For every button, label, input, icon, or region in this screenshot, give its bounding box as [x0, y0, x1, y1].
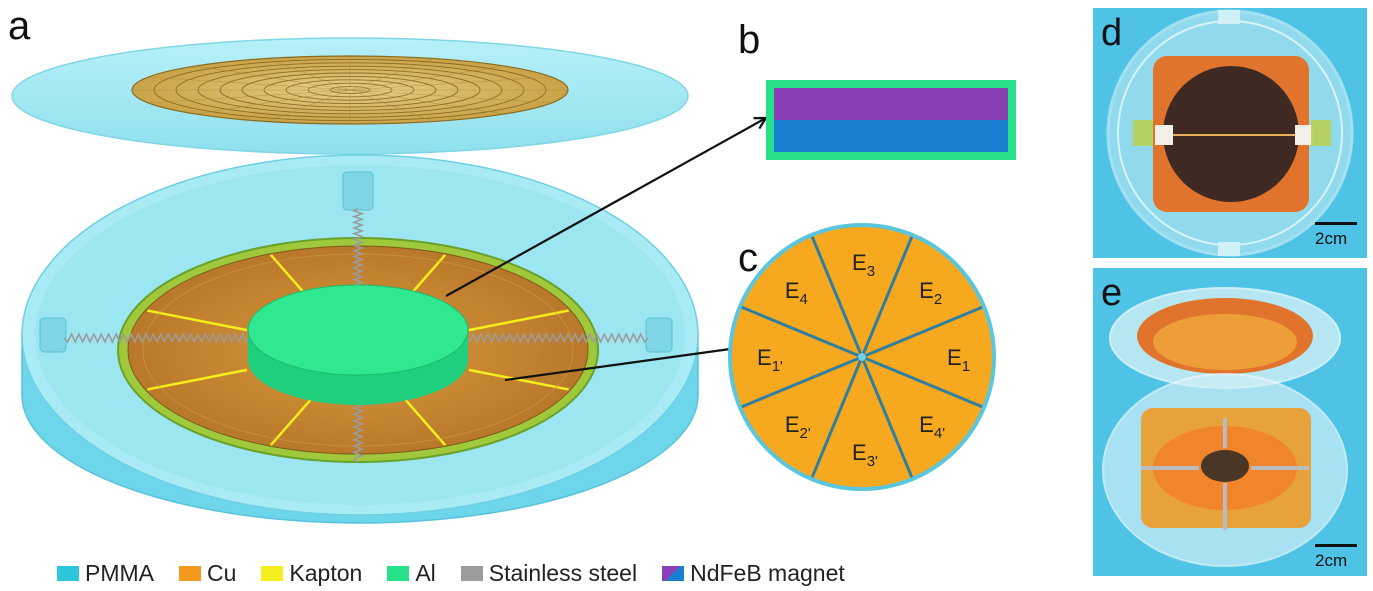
legend-label: Stainless steel [488, 560, 638, 586]
electrode-label: E1 [947, 345, 970, 375]
scale-bar-e [1315, 544, 1357, 547]
legend-item-al: Al [387, 560, 436, 587]
top-pmma-plate [11, 37, 689, 155]
top-electrode-grating [132, 56, 568, 124]
legend-label: Kapton [289, 560, 363, 586]
panel-label-b: b [738, 18, 761, 62]
electrode-label: E2' [785, 412, 811, 442]
legend-item-ndfeb-magnet: NdFeB magnet [662, 560, 845, 587]
legend-swatch [387, 566, 410, 581]
legend-swatch [662, 566, 685, 581]
arrow-to-c [504, 346, 752, 382]
legend-swatch [57, 566, 79, 581]
electrode-label: E4' [919, 412, 945, 442]
legend-label: Cu [207, 560, 237, 586]
electrode-label: E3' [852, 440, 878, 470]
right-holder [645, 317, 673, 353]
al-coated-magnet [247, 284, 469, 405]
legend-swatch [261, 566, 284, 581]
photo-e: e 2cm [1093, 268, 1367, 576]
panel-label-d: d [1101, 12, 1123, 54]
electrode-label: E4 [785, 278, 808, 308]
electrode-label: E1' [757, 345, 783, 375]
legend-label: NdFeB magnet [690, 560, 845, 586]
legend-item-cu: Cu [179, 560, 236, 587]
kapton-separators [142, 253, 574, 447]
scale-bar-d [1315, 222, 1357, 225]
legend-item-kapton: Kapton [261, 560, 362, 587]
panel-label-c: c [738, 236, 758, 280]
electrode-label: E3 [852, 250, 875, 280]
top-holder [342, 171, 374, 211]
left-holder [39, 317, 67, 353]
legend-label: PMMA [85, 560, 154, 586]
panel-label-a: a [8, 4, 31, 48]
legend-label: Al [415, 560, 436, 586]
magnet-cross-section [766, 80, 1016, 160]
legend-swatch [460, 566, 483, 581]
panel-label-e: e [1101, 272, 1123, 314]
arrow-to-b [445, 118, 766, 297]
photo-d: d 2cm [1093, 8, 1367, 258]
magnet-south-layer [774, 120, 1008, 152]
legend-item-pmma: PMMA [57, 560, 154, 587]
electrode-label: E2 [919, 278, 942, 308]
legend-item-stainless-steel: Stainless steel [460, 560, 638, 587]
scale-label-d: 2cm [1315, 229, 1348, 248]
magnet-north-layer [774, 88, 1008, 120]
device-diagram: E3 E2 E1 E4' E3' E2' E1' E4 [11, 37, 1016, 524]
electrode-wheel: E3 E2 E1 E4' E3' E2' E1' E4 [728, 223, 996, 491]
legend-swatch [179, 566, 201, 581]
material-legend: PMMA Cu Kapton Al Stainless steel NdFeB … [57, 560, 870, 587]
scale-label-e: 2cm [1315, 551, 1348, 570]
